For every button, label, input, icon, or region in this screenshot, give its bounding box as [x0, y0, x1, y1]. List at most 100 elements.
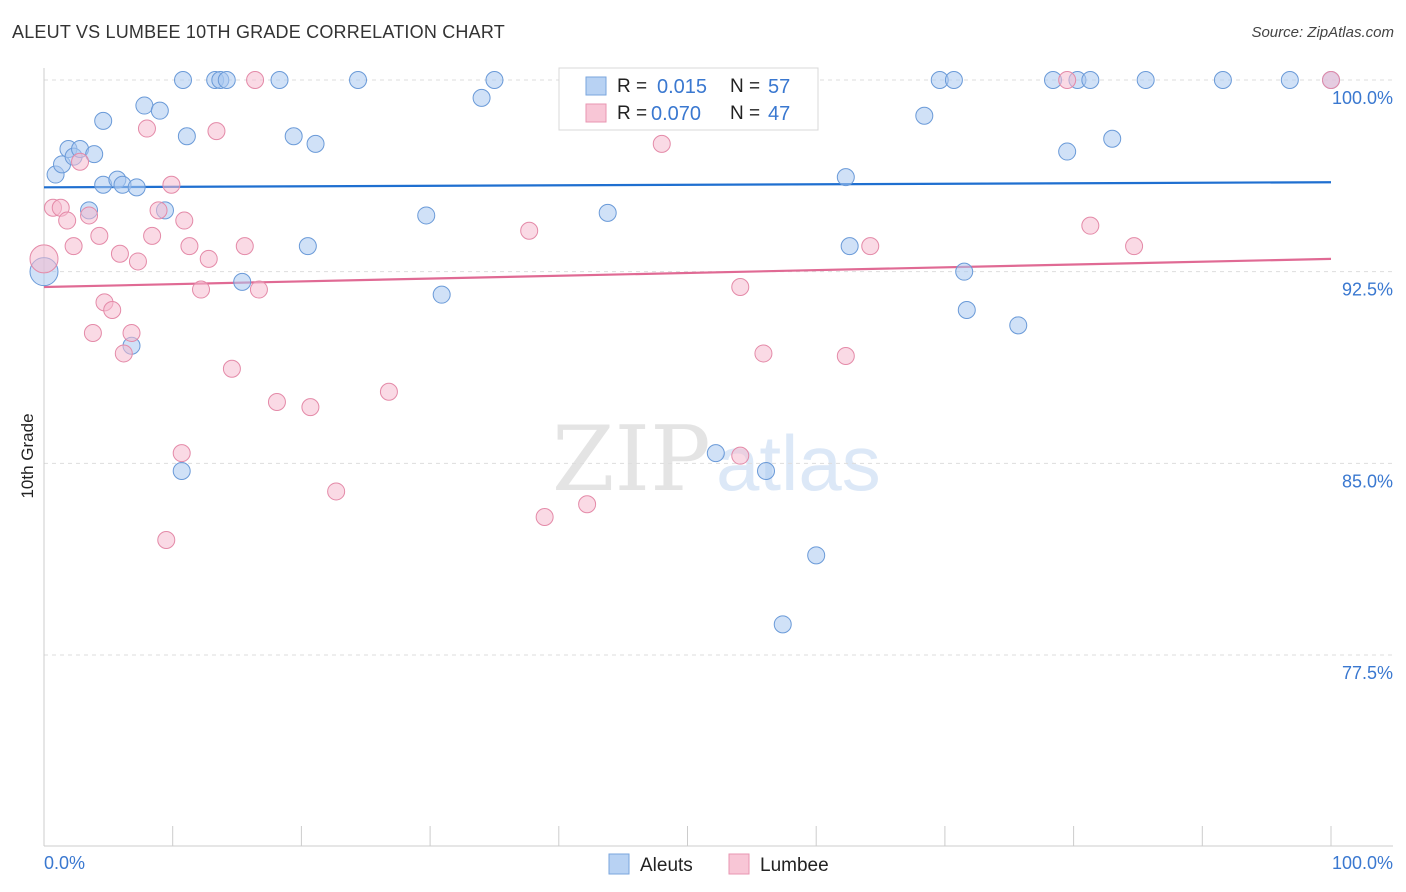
- legend-lumbee-r-value: 0.070: [651, 103, 701, 125]
- lumbee-point-37: [652, 134, 671, 153]
- aleut-point-28: [349, 71, 368, 89]
- lumbee-point-46: [1322, 71, 1340, 89]
- bottom-legend-label-lumbee: Lumbee: [760, 855, 829, 876]
- lumbee-point-25: [207, 122, 226, 141]
- lumbee-point-36: [578, 495, 597, 514]
- aleut-trend-line: [43, 181, 1332, 189]
- y-tick-label-3: 77.5%: [1342, 663, 1393, 683]
- lumbee-point-24: [199, 249, 218, 268]
- bottom-legend-swatch-lumbee: [728, 853, 750, 875]
- y-tick-label-1: 92.5%: [1342, 280, 1393, 300]
- lumbee-point-7: [83, 324, 102, 342]
- lumbee-point-22: [180, 237, 199, 256]
- y-tick-label-2: 85.0%: [1342, 471, 1393, 491]
- aleut-point-8: [94, 111, 113, 130]
- legend-swatch-aleut: [585, 76, 607, 96]
- lumbee-point-27: [235, 237, 254, 256]
- lumbee-point-5: [71, 152, 90, 171]
- legend-aleut-r-value: 0.015: [657, 76, 707, 98]
- aleut-point-7: [85, 145, 104, 164]
- legend-aleut-n-value: 57: [768, 76, 790, 98]
- lumbee-point-0: [29, 244, 59, 274]
- lumbee-point-21: [175, 211, 194, 230]
- aleut-point-24: [270, 71, 289, 89]
- y-axis-label: 10th Grade: [18, 413, 37, 498]
- lumbee-point-12: [114, 344, 133, 363]
- aleut-point-39: [807, 546, 826, 565]
- lumbee-point-34: [520, 221, 539, 240]
- lumbee-point-23: [192, 280, 211, 299]
- legend-lumbee-r-label: R =: [617, 103, 647, 124]
- lumbee-point-13: [122, 324, 141, 342]
- lumbee-point-20: [172, 444, 191, 463]
- aleut-point-31: [472, 88, 491, 107]
- aleut-point-26: [298, 237, 317, 256]
- lumbee-point-31: [301, 398, 320, 417]
- aleut-point-40: [836, 168, 855, 187]
- bottom-legend-swatch-aleuts: [608, 853, 630, 875]
- aleut-point-55: [1280, 71, 1299, 89]
- aleut-point-53: [1136, 71, 1155, 89]
- lumbee-point-39: [731, 446, 750, 465]
- legend-lumbee-n-value: 47: [768, 103, 790, 125]
- aleut-point-45: [955, 262, 974, 281]
- lumbee-point-42: [861, 237, 880, 256]
- legend-aleut-n-label: N =: [730, 76, 760, 97]
- aleut-point-22: [217, 71, 236, 89]
- lumbee-point-32: [327, 482, 346, 501]
- aleut-point-41: [840, 237, 859, 256]
- lumbee-point-35: [535, 508, 554, 526]
- aleut-point-35: [706, 444, 725, 463]
- aleut-point-32: [485, 71, 504, 89]
- aleut-point-18: [173, 71, 192, 89]
- legend-swatch-lumbee: [585, 103, 607, 123]
- lumbee-point-4: [64, 237, 83, 256]
- aleut-point-52: [1103, 129, 1122, 148]
- aleut-point-33: [598, 203, 617, 222]
- aleut-point-25: [284, 127, 303, 146]
- x-tick-label-right: 100.0%: [1332, 853, 1393, 873]
- lumbee-point-30: [267, 393, 286, 411]
- aleut-point-51: [1081, 71, 1100, 89]
- lumbee-point-28: [246, 71, 265, 89]
- lumbee-point-33: [379, 382, 398, 401]
- lumbee-point-3: [58, 211, 77, 230]
- aleut-point-27: [306, 134, 325, 153]
- aleut-point-54: [1213, 71, 1232, 89]
- legend-aleut-r-label: R =: [617, 76, 647, 97]
- source-label: Source: ZipAtlas.com: [1251, 24, 1394, 41]
- lumbee-point-38: [731, 278, 750, 296]
- y-tick-label-0: 100.0%: [1332, 88, 1393, 108]
- lumbee-point-29: [249, 280, 268, 299]
- lumbee-point-10: [103, 301, 122, 319]
- series-legend: Aleuts Lumbee: [608, 853, 829, 876]
- aleut-point-46: [957, 301, 976, 319]
- aleut-point-30: [432, 285, 451, 304]
- legend-lumbee-n-label: N =: [730, 103, 760, 124]
- aleut-point-38: [773, 615, 792, 634]
- lumbee-point-18: [157, 531, 176, 549]
- lumbee-point-16: [143, 226, 162, 245]
- lumbee-point-8: [90, 226, 109, 245]
- lumbee-point-19: [162, 175, 181, 194]
- lumbee-point-43: [1058, 71, 1077, 89]
- axes: [43, 68, 1393, 847]
- aleut-point-23: [233, 272, 252, 291]
- lumbee-point-6: [80, 206, 99, 225]
- tick-labels: 100.0% 92.5% 85.0% 77.5% 0.0% 100.0%: [44, 88, 1393, 873]
- x-tick-label-left: 0.0%: [44, 853, 85, 873]
- lumbee-point-44: [1081, 216, 1100, 235]
- lumbee-point-15: [137, 119, 156, 138]
- aleut-point-15: [150, 101, 169, 120]
- lumbee-point-11: [110, 244, 129, 263]
- aleut-point-37: [757, 462, 776, 480]
- aleut-point-17: [172, 462, 191, 480]
- aleut-point-12: [127, 178, 146, 197]
- lumbee-point-14: [128, 252, 147, 271]
- lumbee-point-17: [149, 201, 168, 220]
- aleut-point-49: [1058, 142, 1077, 161]
- aleut-point-29: [417, 206, 436, 225]
- gridlines: [44, 79, 1393, 656]
- chart-title: ALEUT VS LUMBEE 10TH GRADE CORRELATION C…: [12, 22, 505, 42]
